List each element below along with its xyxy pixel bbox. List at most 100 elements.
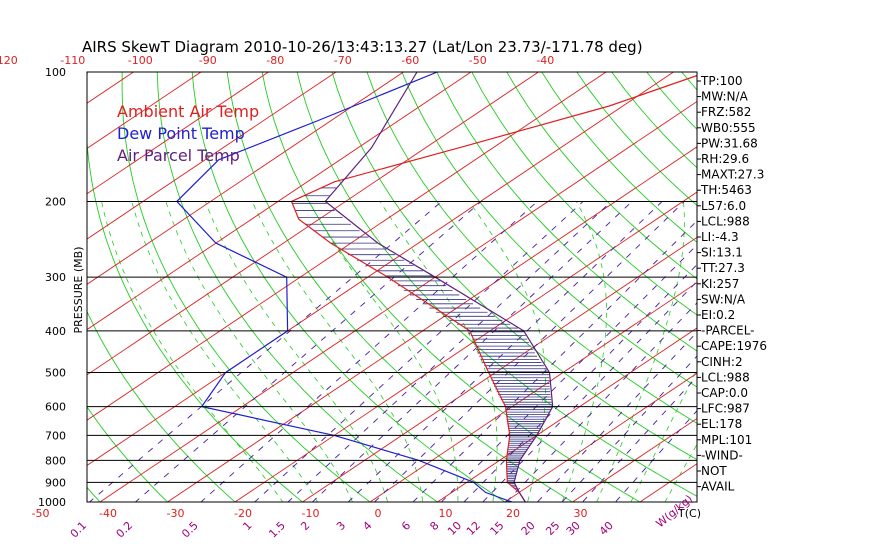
bottom-tick-label: 20 — [506, 507, 520, 520]
mixing-ratio-label: 4 — [360, 519, 374, 533]
mixing-ratio-line — [311, 201, 633, 502]
bottom-tick-label: -30 — [167, 507, 185, 520]
isotherm — [87, 72, 405, 285]
isotherm — [234, 191, 697, 502]
moist-adiabat — [131, 201, 319, 502]
mixing-ratio-label: 1.5 — [266, 519, 288, 541]
dry-adiabat — [226, 72, 574, 502]
bottom-tick-label: -20 — [234, 507, 252, 520]
pressure-tick-label: 900 — [45, 476, 66, 489]
bottom-tick-label: 0 — [375, 507, 382, 520]
stability-index-item: TH:5463 — [700, 183, 752, 197]
stability-index-item: LCL:988 — [701, 370, 750, 384]
isotherm — [87, 72, 202, 150]
stability-index-item: RH:29.6 — [701, 152, 749, 166]
stability-index-item: CAPE:1976 — [701, 339, 767, 353]
cape-hatch — [292, 179, 553, 493]
isotherm — [87, 72, 270, 195]
top-tick-label: -100 — [128, 54, 153, 67]
mixing-ratio-line — [254, 201, 584, 502]
stability-index-item: LCL:988 — [701, 214, 750, 228]
stability-index-item: -WIND- — [701, 448, 743, 462]
pressure-tick-label: 300 — [45, 271, 66, 284]
mixing-ratio-label: 40 — [597, 519, 616, 538]
stability-index-item: AVAIL — [701, 480, 735, 494]
dry-adiabat — [366, 72, 697, 424]
mixing-ratio-line — [287, 201, 612, 502]
x-unit-label: T(C) — [677, 507, 701, 520]
moist-adiabat — [664, 443, 697, 502]
isotherm — [571, 417, 697, 502]
stability-index-item: SI:13.1 — [701, 246, 743, 260]
stability-index-item: MPL:101 — [701, 433, 752, 447]
grid-lines — [0, 52, 870, 511]
top-tick-label: -50 — [469, 54, 487, 67]
isotherm — [87, 72, 607, 421]
mixing-ratio-label: 3 — [334, 519, 348, 533]
top-tick-label: -70 — [334, 54, 352, 67]
legend-parcel: Air Parcel Temp — [117, 146, 240, 165]
moist-adiabat — [468, 201, 546, 502]
legend-ambient: Ambient Air Temp — [117, 102, 259, 121]
moist-adiabat — [165, 201, 354, 502]
mixing-ratio-line — [412, 220, 697, 502]
stability-index-item: TP:100 — [700, 74, 743, 88]
bottom-tick-label: -40 — [99, 507, 117, 520]
dry-adiabat — [156, 72, 439, 502]
moist-adiabat — [630, 368, 697, 502]
moist-adiabat — [101, 201, 284, 502]
pressure-tick-label: 600 — [45, 401, 66, 414]
stability-index-item: EL:178 — [701, 417, 742, 431]
mixing-ratio-label: 12 — [464, 519, 483, 538]
moist-adiabat — [204, 201, 389, 502]
isotherm — [0, 52, 28, 511]
series-line — [175, 72, 513, 502]
dry-adiabat — [191, 72, 506, 502]
dry-adiabat — [87, 486, 101, 502]
plot-frame — [86, 71, 698, 503]
bottom-tick-label: -50 — [32, 507, 50, 520]
pressure-tick-label: 500 — [45, 367, 66, 380]
stability-index-item: TT:27.3 — [700, 261, 745, 275]
stability-index-item: EI:0.2 — [701, 308, 735, 322]
stability-index-item: MW:N/A — [701, 90, 749, 104]
bottom-tick-label: 10 — [439, 507, 453, 520]
mixing-ratio-label: 0.1 — [68, 519, 90, 541]
dry-adiabat — [506, 72, 697, 280]
isotherm — [99, 100, 697, 502]
plot-border — [86, 71, 698, 503]
legend-dewpoint: Dew Point Temp — [117, 124, 245, 143]
mixing-ratio-label: 0.5 — [179, 519, 201, 541]
mixing-ratio-label: 2 — [298, 519, 312, 533]
stability-index-item: L57:6.0 — [701, 199, 746, 213]
pressure-tick-label: 200 — [45, 195, 66, 208]
mixing-ratio-label: 15 — [488, 519, 507, 538]
series-line — [324, 72, 554, 502]
mixing-ratio-label: 0.2 — [114, 519, 136, 541]
top-tick-label: -60 — [401, 54, 419, 67]
chart-title: AIRS SkewT Diagram 2010-10-26/13:43:13.2… — [82, 38, 643, 56]
mixing-ratio-line — [134, 201, 482, 502]
stability-index-item: NOT — [701, 464, 727, 478]
pressure-tick-label: 1000 — [38, 496, 66, 509]
moist-adiabat — [251, 201, 424, 502]
dry-adiabat — [87, 72, 304, 502]
y-axis-label: PRESSURE (MB) — [72, 247, 85, 334]
isotherm — [87, 72, 675, 466]
isotherm — [87, 72, 540, 376]
mixing-ratio-line — [536, 331, 697, 502]
stability-index-item: KI:257 — [701, 277, 739, 291]
stability-index-item: SW:N/A — [701, 292, 746, 306]
top-tick-label: -90 — [199, 54, 217, 67]
pressure-tick-label: 100 — [45, 66, 66, 79]
dry-adiabat — [822, 72, 870, 511]
mixing-ratio-label: 30 — [564, 519, 583, 538]
mixing-ratio-label: 6 — [399, 519, 413, 533]
mixing-ratio-label: 1 — [240, 519, 254, 533]
pressure-tick-label: 700 — [45, 429, 66, 442]
mixing-ratio-line — [505, 302, 697, 502]
moist-adiabat — [308, 201, 459, 502]
isotherm — [301, 236, 697, 502]
dry-adiabat — [471, 72, 697, 316]
stability-index-item: WB0:555 — [701, 121, 756, 135]
